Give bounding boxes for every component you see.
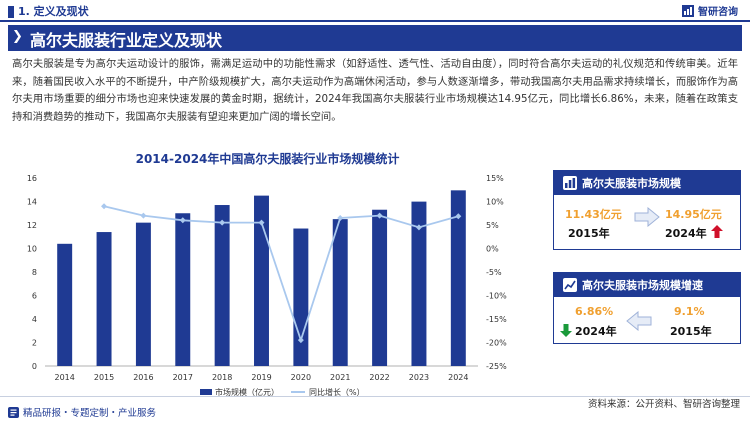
bar (372, 209, 388, 366)
y-left-tick-label: 0 (32, 362, 37, 371)
x-tick-label: 2019 (251, 373, 271, 382)
y-right-tick-label: 0% (486, 245, 499, 254)
y-right-tick-label: -20% (486, 339, 507, 348)
bar (135, 222, 151, 366)
from-value: 11.43亿元 (565, 208, 622, 221)
right-value: 9.1% (674, 305, 705, 318)
y-right-tick-label: -5% (486, 268, 502, 277)
chevron-right-icon: ❯ (12, 29, 23, 44)
footer-rule (0, 396, 750, 397)
section-title: 1. 定义及现状 (18, 5, 89, 18)
growth-point (219, 219, 226, 226)
x-tick-label: 2015 (94, 373, 114, 382)
growth-line (103, 205, 459, 344)
right-year: 2015年 (670, 325, 712, 338)
report-icon (8, 406, 19, 418)
bar (96, 232, 112, 366)
bar (175, 213, 191, 366)
bar (214, 205, 230, 366)
panel-title: 高尔夫服装市场规模 (582, 177, 681, 190)
section-marker (8, 6, 14, 18)
bar (450, 190, 466, 366)
x-tick-label: 2017 (173, 373, 193, 382)
y-left-tick-label: 10 (27, 245, 37, 254)
y-left-tick-label: 4 (32, 315, 37, 324)
growth-point (258, 219, 265, 226)
intro-paragraph: 高尔夫服装是专为高尔夫运动设计的服饰，需满足运动中的功能性需求（如舒适性、透气性… (12, 58, 738, 123)
x-tick-label: 2023 (409, 373, 429, 382)
from-year: 2015年 (568, 227, 610, 240)
growth-rate-panel: 高尔夫服装市场规模增速 6.86% 2024年 9.1% 2015年 (553, 272, 741, 344)
title-bar (8, 25, 742, 51)
growth-point (179, 217, 186, 224)
y-right-tick-label: 10% (486, 198, 504, 207)
x-tick-label: 2016 (133, 373, 153, 382)
bar-chart-icon (563, 176, 577, 190)
bar (293, 228, 309, 366)
left-year: 2024年 (575, 325, 617, 338)
panel-header (554, 273, 740, 297)
x-tick-label: 2021 (330, 373, 350, 382)
arrow-up-icon (711, 225, 723, 238)
y-left-tick-label: 12 (27, 221, 37, 230)
footer-source: 资料来源：公开资料、智研咨询整理 (587, 399, 740, 410)
brand: 智研咨询 (682, 3, 738, 18)
y-right-tick-label: -15% (486, 315, 507, 324)
y-left-tick-label: 16 (27, 174, 37, 183)
y-right-tick-label: 15% (486, 174, 504, 183)
legend-line-label: 同比增长（%） (309, 387, 365, 396)
brand-name: 智研咨询 (698, 7, 738, 18)
growth-point (455, 213, 462, 220)
arrow-right-icon (634, 207, 660, 227)
bar (332, 219, 348, 366)
growth-point (337, 214, 344, 221)
growth-point (101, 203, 108, 210)
bar (254, 195, 269, 366)
brand-logo-icon (682, 4, 694, 17)
footer-tagline: 精品研报・专题定制・产业服务 (8, 405, 156, 419)
growth-point (376, 212, 383, 219)
x-tick-label: 2022 (369, 373, 389, 382)
y-left-tick-label: 8 (32, 268, 37, 277)
y-left-tick-label: 14 (27, 198, 37, 207)
bar (411, 201, 427, 366)
to-value: 14.95亿元 (665, 208, 722, 221)
y-right-tick-label: -25% (486, 362, 507, 371)
x-tick-label: 2020 (291, 373, 311, 382)
arrow-left-icon (626, 311, 652, 331)
market-size-panel: 高尔夫服装市场规模 11.43亿元 2015年 14.95亿元 2024年 (553, 170, 741, 250)
growth-point (140, 212, 147, 219)
left-value: 6.86% (575, 305, 614, 318)
x-tick-label: 2024 (448, 373, 468, 382)
market-size-chart: 0 2 4 6 8 10 12 14 16 -25% -20% -15% -10% -5% 0% 5% 10% 1… (27, 174, 507, 396)
y-left-tick-label: 2 (32, 339, 37, 348)
chart-title: 2014-2024年中国高尔夫服装行业市场规模统计 (135, 152, 400, 166)
y-right-tick-label: 5% (486, 221, 499, 230)
arrow-down-icon (560, 324, 572, 337)
x-tick-label: 2018 (212, 373, 232, 382)
page-title: 高尔夫服装行业定义及现状 (30, 31, 223, 50)
x-tick-label: 2014 (55, 373, 75, 382)
legend-bar-label: 市场规模（亿元） (215, 387, 279, 396)
to-year: 2024年 (665, 227, 707, 240)
trend-chart-icon (563, 278, 577, 292)
y-right-tick-label: -10% (486, 292, 507, 301)
panel-header (554, 171, 740, 195)
bar (57, 243, 73, 366)
legend-bar-swatch (200, 389, 212, 395)
panel-title: 高尔夫服装市场规模增速 (582, 279, 703, 292)
growth-point (415, 224, 422, 231)
header-rule (0, 20, 750, 22)
footer-tagline-text: 精品研报・专题定制・产业服务 (23, 408, 157, 419)
y-left-tick-label: 6 (32, 292, 37, 301)
growth-point (297, 337, 304, 344)
